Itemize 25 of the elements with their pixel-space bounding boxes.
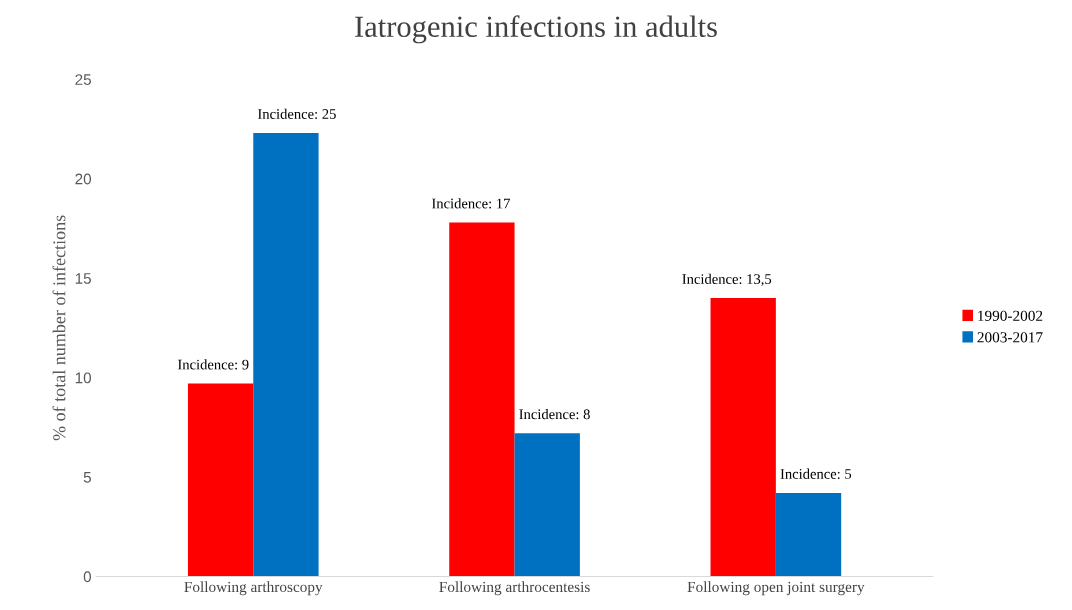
annotation: Incidence: 9 [177, 359, 249, 370]
y-tick-label: 25 [75, 74, 91, 85]
annotation: Incidence: 17 [431, 198, 510, 209]
y-tick-label: 0 [83, 571, 92, 583]
chart-title: Iatrogenic infections in adults [355, 15, 717, 44]
y-tick-label: 5 [83, 472, 91, 483]
bar [710, 298, 776, 577]
annotation: Incidence: 8 [519, 408, 590, 420]
annotation: Incidence: 25 [257, 108, 336, 119]
bar [253, 132, 319, 577]
y-tick-label: 20 [75, 173, 92, 185]
y-tick-label: 15 [75, 273, 91, 284]
annotation: Incidence: 13,5 [682, 273, 772, 287]
x-tick-label: Following arthrocentesis [439, 581, 590, 596]
legend-label: 2003-2017 [977, 332, 1043, 343]
bar [187, 383, 254, 577]
x-tick-label: Following open joint surgery [687, 581, 865, 596]
legend-label: 1990-2002 [978, 310, 1043, 321]
y-axis-title: % of total number of infections [52, 215, 66, 441]
x-tick-label: Following arthroscopy [184, 581, 323, 596]
bar [514, 433, 580, 577]
bar [775, 492, 842, 577]
y-tick-label: 10 [75, 372, 92, 384]
bar [449, 222, 515, 577]
annotation: Incidence: 5 [780, 468, 852, 479]
